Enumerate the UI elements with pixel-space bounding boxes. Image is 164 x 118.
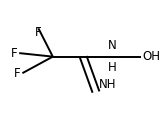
Text: F: F xyxy=(11,47,18,60)
Text: N: N xyxy=(108,39,116,52)
Text: F: F xyxy=(14,67,21,80)
Text: OH: OH xyxy=(142,50,160,63)
Text: H: H xyxy=(108,61,116,74)
Text: F: F xyxy=(35,26,42,39)
Text: NH: NH xyxy=(99,78,117,91)
